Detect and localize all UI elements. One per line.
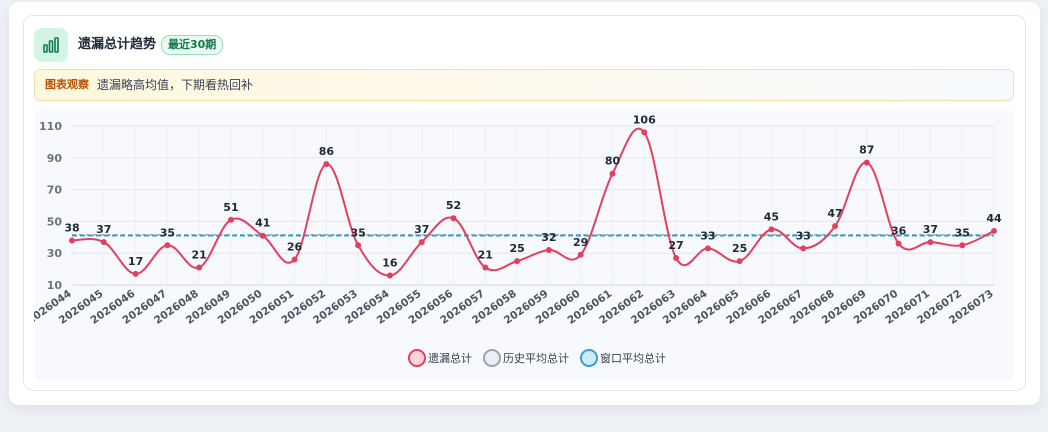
data-point[interactable] [227,216,234,223]
data-label: 33 [796,229,811,242]
chart-panel: 10 30 50 70 90 110 2026044 2026045 2026046 202604… [34,109,1014,381]
data-point[interactable] [482,264,489,271]
data-label: 26 [287,241,303,254]
data-label: 87 [859,144,874,157]
page-container: 遗漏总计趋势 最近30期 图表观察 遗漏略高均值，下期看热回补 10 30 50 70… [9,2,1040,405]
data-point[interactable] [418,239,425,246]
data-point[interactable] [641,129,648,136]
legend-label[interactable]: 窗口平均总计 [600,351,666,365]
data-label: 32 [541,231,556,244]
y-tick-label: 30 [47,247,63,260]
data-label: 25 [509,242,524,255]
data-label: 21 [478,249,493,262]
data-label: 80 [605,155,621,168]
trend-card: 遗漏总计趋势 最近30期 图表观察 遗漏略高均值，下期看热回补 10 30 50 70… [23,15,1026,391]
data-label: 37 [96,223,111,236]
data-point[interactable] [69,237,75,244]
legend-swatch[interactable] [408,349,426,367]
data-point[interactable] [609,170,616,177]
data-point[interactable] [895,240,902,247]
data-label: 51 [223,201,238,214]
data-point[interactable] [927,239,934,246]
observation-text: 遗漏略高均值，下期看热回补 [97,78,254,92]
data-point[interactable] [514,258,521,265]
data-point[interactable] [291,256,298,263]
data-label: 37 [923,223,938,236]
data-point[interactable] [386,272,393,279]
data-point[interactable] [959,242,966,249]
data-label: 37 [414,223,429,236]
observation-tag: 图表观察 [45,78,89,91]
y-tick-label: 10 [47,279,63,292]
data-label: 52 [446,199,461,212]
data-label: 36 [891,225,907,238]
data-label: 45 [764,210,779,223]
data-label: 17 [128,255,143,268]
data-point[interactable] [768,226,775,233]
data-label: 38 [64,221,79,234]
data-point[interactable] [800,245,807,252]
period-badge: 最近30期 [161,35,224,55]
data-point[interactable] [323,161,330,168]
data-label: 29 [573,236,588,249]
data-point[interactable] [673,254,680,261]
bar-chart-icon [34,28,68,62]
data-point[interactable] [355,242,362,249]
legend-label[interactable]: 遗漏总计 [428,351,472,365]
data-label: 27 [668,239,683,252]
legend-swatch[interactable] [580,349,598,367]
data-label: 106 [633,113,656,126]
data-label: 21 [192,249,207,262]
y-tick-label: 50 [47,215,63,228]
data-label: 86 [319,145,335,158]
y-tick-label: 90 [47,152,63,165]
data-point[interactable] [100,239,107,246]
y-tick-label: 110 [39,120,62,133]
data-label: 16 [382,256,398,269]
data-label: 33 [700,229,715,242]
data-point[interactable] [577,251,584,258]
data-label: 44 [986,212,1002,225]
data-point[interactable] [164,242,171,249]
data-point[interactable] [132,270,139,277]
data-label: 35 [350,226,365,239]
legend-label[interactable]: 历史平均总计 [503,351,569,365]
y-tick-label: 70 [47,184,63,197]
data-point[interactable] [863,159,870,166]
data-label: 47 [827,207,842,220]
data-point[interactable] [736,258,743,265]
data-label: 35 [160,226,175,239]
data-point[interactable] [832,223,839,230]
data-label: 41 [255,217,270,230]
data-point[interactable] [704,245,711,252]
chart-observation: 图表观察 遗漏略高均值，下期看热回补 [34,69,1014,101]
card-title: 遗漏总计趋势 [78,37,157,52]
data-point[interactable] [991,227,997,234]
data-point[interactable] [545,247,552,254]
data-point[interactable] [259,232,266,239]
data-label: 25 [732,242,747,255]
data-point[interactable] [450,215,457,222]
legend-swatch[interactable] [483,349,501,367]
data-point[interactable] [196,264,203,271]
line-chart: 1030507090110202604420260452026046202604… [34,113,1002,367]
data-label: 35 [955,226,970,239]
